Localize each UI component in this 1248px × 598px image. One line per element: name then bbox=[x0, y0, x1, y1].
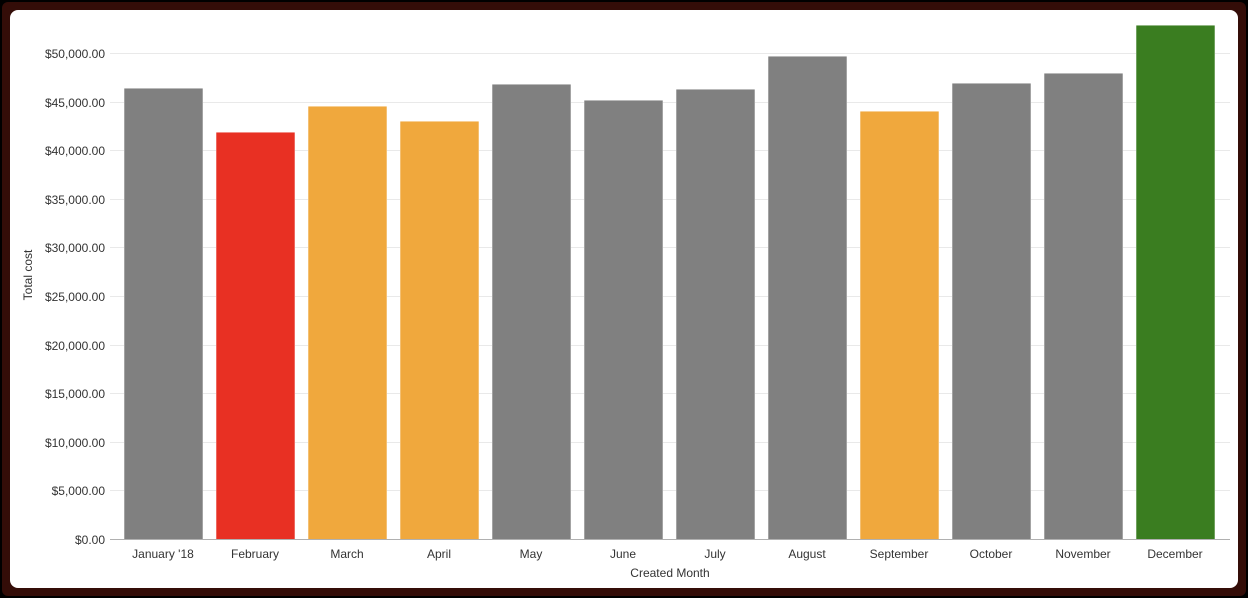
bar-october[interactable] bbox=[951, 83, 1031, 540]
x-tick-label: October bbox=[969, 547, 1013, 561]
bar-february[interactable] bbox=[215, 131, 295, 540]
gridline bbox=[110, 53, 1230, 54]
y-tick-label: $30,000.00 bbox=[44, 241, 105, 256]
bar-september[interactable] bbox=[859, 111, 939, 540]
x-tick-label: February bbox=[230, 547, 280, 561]
bar-slot bbox=[669, 10, 761, 540]
x-tick-label: April bbox=[426, 547, 451, 561]
y-tick-label: $50,000.00 bbox=[44, 47, 105, 61]
bar-slot bbox=[1129, 10, 1221, 540]
bar-slot bbox=[485, 10, 577, 540]
gridlines-layer bbox=[110, 10, 1230, 540]
gridline bbox=[110, 247, 1230, 249]
bar-november[interactable] bbox=[1043, 73, 1123, 540]
bar-slot bbox=[301, 10, 393, 540]
bar-slot bbox=[393, 10, 485, 540]
bar-january-18[interactable] bbox=[123, 88, 203, 540]
y-tick-label: $35,000.00 bbox=[44, 192, 105, 207]
bar-slot bbox=[945, 10, 1037, 540]
bar-slot bbox=[117, 10, 209, 540]
bar-june[interactable] bbox=[583, 99, 663, 540]
y-tick-label: $40,000.00 bbox=[44, 144, 105, 159]
y-tick-label: $20,000.00 bbox=[44, 338, 105, 353]
x-tick-label: December bbox=[1147, 547, 1203, 561]
gridline bbox=[110, 101, 1230, 103]
y-tick-label: $15,000.00 bbox=[44, 387, 105, 402]
y-tick-label: $45,000.00 bbox=[44, 95, 105, 110]
x-axis-title: Created Month bbox=[630, 566, 710, 580]
bar-slot bbox=[761, 10, 853, 540]
gridline bbox=[110, 490, 1230, 492]
gridline bbox=[110, 344, 1230, 346]
bar-august[interactable] bbox=[767, 55, 847, 540]
x-tick-label: November bbox=[1055, 547, 1111, 561]
bar-may[interactable] bbox=[491, 84, 571, 540]
gridline bbox=[110, 296, 1230, 297]
bar-july[interactable] bbox=[675, 89, 755, 540]
gridline bbox=[110, 198, 1230, 200]
y-tick-label: $25,000.00 bbox=[44, 290, 105, 304]
x-tick-label: June bbox=[609, 547, 637, 561]
gridline bbox=[110, 393, 1230, 395]
x-axis-line bbox=[110, 539, 1230, 540]
x-tick-label: August bbox=[788, 547, 826, 561]
x-tick-label: September bbox=[869, 547, 929, 561]
bar-slot bbox=[577, 10, 669, 540]
y-axis-tick-labels: $0.00 $5,000.00 $10,000.00 $15,000.00 $20,00… bbox=[10, 10, 105, 547]
x-tick-label: January '18 bbox=[132, 547, 194, 561]
y-tick-label: $0.00 bbox=[74, 533, 105, 547]
bars-row bbox=[117, 10, 1221, 540]
bar-april[interactable] bbox=[399, 121, 479, 540]
x-tick-label: March bbox=[330, 547, 364, 561]
bar-march[interactable] bbox=[307, 105, 387, 540]
y-tick-label: $5,000.00 bbox=[51, 484, 105, 499]
y-tick-label: $10,000.00 bbox=[44, 435, 105, 450]
x-tick-label: May bbox=[519, 547, 543, 561]
bar-slot bbox=[853, 10, 945, 540]
x-axis-tick-labels: January '18 February March April May June July… bbox=[117, 547, 1221, 561]
bar-chart: Total cost $0.00 $5,000.00 $10,000.00 $15,0… bbox=[10, 10, 1238, 588]
bar-december[interactable] bbox=[1135, 24, 1215, 540]
x-tick-label: July bbox=[704, 547, 726, 561]
gridline bbox=[110, 150, 1230, 152]
bar-slot bbox=[1037, 10, 1129, 540]
bar-slot bbox=[209, 10, 301, 540]
gridline bbox=[110, 441, 1230, 443]
